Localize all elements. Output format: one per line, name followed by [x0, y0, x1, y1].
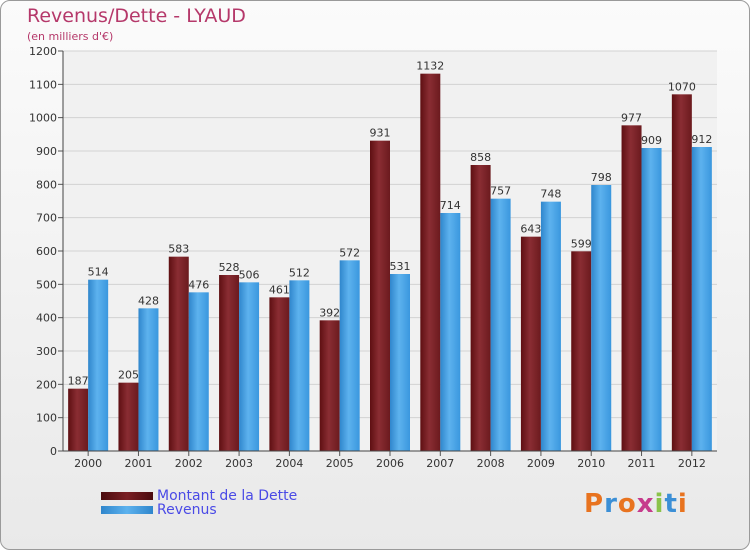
logo-letter: r: [604, 489, 618, 519]
x-tick-label: 2002: [175, 457, 203, 470]
data-label-revenus: 909: [641, 134, 662, 147]
data-label-revenus: 572: [339, 246, 360, 259]
bar-dette: [68, 388, 89, 451]
data-label-dette: 858: [470, 151, 491, 164]
logo-letter: x: [636, 489, 655, 519]
y-tick-label: 300: [36, 345, 57, 358]
logo-letter: i: [654, 489, 665, 519]
legend-swatch-dette: [101, 492, 153, 500]
legend-label-dette: Montant de la Dette: [157, 488, 298, 504]
bar-dette: [470, 165, 491, 451]
logo-letter: P: [584, 489, 605, 519]
bar-dette: [319, 320, 340, 451]
bar-dette: [621, 125, 642, 451]
bar-revenus: [88, 279, 109, 451]
y-tick-label: 700: [36, 212, 57, 225]
x-tick-label: 2003: [225, 457, 253, 470]
legend-item-revenus: Revenus: [101, 502, 217, 518]
data-label-dette: 583: [168, 243, 189, 256]
bar-dette: [168, 256, 189, 451]
bar-dette: [520, 236, 541, 451]
bar-revenus: [138, 308, 159, 451]
x-tick-label: 2011: [628, 457, 656, 470]
legend-label-revenus: Revenus: [157, 502, 217, 518]
proxiti-logo: Proxiti: [584, 489, 688, 519]
data-label-dette: 528: [219, 261, 240, 274]
y-tick-label: 1000: [29, 112, 57, 125]
data-label-revenus: 512: [289, 266, 310, 279]
data-label-revenus: 506: [239, 268, 260, 281]
x-tick-label: 2001: [124, 457, 152, 470]
bar-revenus: [390, 274, 410, 451]
y-tick-label: 0: [50, 445, 57, 458]
bar-revenus: [641, 148, 662, 451]
x-tick-label: 2009: [527, 457, 555, 470]
data-label-revenus: 476: [188, 278, 209, 291]
chart-title: Revenus/Dette - LYAUD: [27, 5, 246, 27]
data-label-revenus: 798: [591, 171, 612, 184]
logo-letter: t: [664, 489, 678, 519]
bar-dette: [571, 251, 592, 451]
y-tick-label: 400: [36, 312, 57, 325]
y-tick-label: 800: [36, 178, 57, 191]
bar-dette: [420, 73, 441, 452]
x-tick-label: 2005: [326, 457, 354, 470]
bar-revenus: [691, 147, 712, 451]
bar-revenus: [188, 292, 209, 451]
data-label-dette: 205: [118, 369, 139, 382]
x-tick-label: 2004: [275, 457, 303, 470]
data-label-revenus: 912: [691, 133, 712, 146]
data-label-revenus: 757: [490, 185, 511, 198]
data-label-revenus: 531: [390, 260, 411, 273]
legend-item-dette: Montant de la Dette: [101, 488, 297, 504]
data-label-revenus: 514: [88, 266, 109, 279]
bar-dette: [370, 140, 390, 451]
data-label-revenus: 748: [540, 188, 561, 201]
y-tick-label: 1200: [29, 45, 57, 58]
data-label-dette: 599: [571, 237, 592, 250]
y-tick-label: 200: [36, 378, 57, 391]
bar-revenus: [490, 198, 511, 451]
x-tick-label: 2006: [376, 457, 404, 470]
bar-revenus: [440, 213, 461, 451]
data-label-dette: 643: [520, 223, 541, 236]
bar-revenus: [289, 280, 310, 451]
x-tick-label: 2007: [426, 457, 454, 470]
data-label-dette: 392: [319, 306, 340, 319]
x-tick-label: 2012: [678, 457, 706, 470]
legend-swatch-revenus: [101, 506, 153, 514]
logo-letter: i: [677, 489, 688, 519]
bar-revenus: [540, 201, 561, 451]
data-label-dette: 931: [370, 127, 391, 140]
data-label-revenus: 428: [138, 294, 159, 307]
y-tick-label: 500: [36, 278, 57, 291]
bar-dette: [118, 382, 139, 451]
data-label-dette: 977: [621, 111, 642, 124]
bar-dette: [219, 275, 240, 451]
bar-dette: [671, 94, 692, 451]
y-tick-label: 100: [36, 412, 57, 425]
bar-revenus: [591, 185, 612, 451]
chart-subtitle: (en milliers d'€): [27, 30, 114, 43]
data-label-dette: 461: [269, 283, 290, 296]
data-label-dette: 1070: [668, 80, 696, 93]
y-tick-label: 600: [36, 245, 57, 258]
y-tick-label: 1100: [29, 78, 57, 91]
x-tick-label: 2010: [577, 457, 605, 470]
logo-letter: o: [617, 489, 637, 519]
x-tick-label: 2000: [74, 457, 102, 470]
bar-revenus: [239, 282, 260, 451]
x-tick-label: 2008: [477, 457, 505, 470]
data-label-revenus: 714: [440, 199, 461, 212]
data-label-dette: 187: [68, 375, 89, 388]
y-tick-label: 900: [36, 145, 57, 158]
bar-dette: [269, 297, 290, 451]
bar-revenus: [339, 260, 360, 451]
data-label-dette: 1132: [416, 60, 444, 73]
